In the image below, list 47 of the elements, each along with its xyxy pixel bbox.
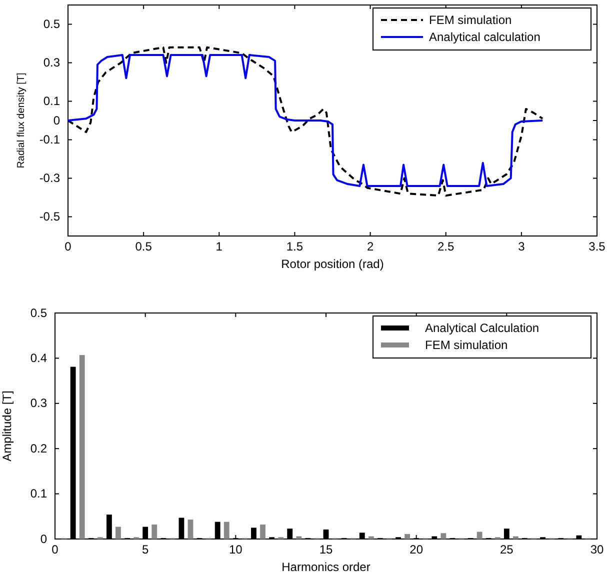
x-tick-label: 30: [590, 542, 604, 557]
x-axis-title: Harmonics order: [282, 560, 370, 574]
x-tick-label: 3.5: [588, 240, 606, 254]
legend-label: FEM simulation: [425, 338, 508, 352]
x-tick-label: 0: [64, 240, 72, 254]
y-tick-label: 0.5: [43, 17, 60, 32]
bar: [260, 524, 266, 539]
x-tick-label: 20: [410, 542, 424, 557]
y-tick-label: 0.3: [43, 56, 60, 70]
bar: [368, 536, 374, 539]
x-tick-label: 1.5: [286, 240, 304, 254]
y-tick-label: 0.1: [43, 94, 60, 108]
x-tick-label: 2.5: [438, 240, 455, 254]
x-tick-label: 25: [500, 542, 514, 557]
bar: [188, 520, 194, 539]
y-axis-title: Radial flux density [T]: [16, 72, 27, 168]
x-tick-label: 3: [518, 240, 526, 254]
bar: [404, 534, 410, 539]
y-tick-label: 0.2: [30, 441, 48, 456]
x-axis-title: Rotor position (rad): [281, 257, 384, 271]
y-tick-label: -0.3: [39, 171, 60, 186]
y-tick-label: 0.4: [30, 351, 48, 366]
x-tick-label: 15: [319, 542, 333, 557]
bar: [116, 526, 121, 539]
y-tick-label: -0.5: [39, 210, 60, 224]
bar: [224, 522, 230, 539]
y-tick-label: 0.1: [30, 486, 48, 501]
bar: [440, 533, 446, 539]
x-tick-label: 10: [228, 542, 243, 557]
y-tick-label: 0.5: [30, 306, 48, 320]
bar: [476, 532, 482, 539]
y-tick-label: -0.1: [39, 132, 60, 147]
x-tick-label: 0.5: [135, 240, 152, 254]
y-tick-label: 0.3: [30, 396, 48, 410]
y-axis-title: Amplitude [T]: [0, 390, 14, 462]
y-tick-label: 0: [40, 532, 48, 546]
x-tick-label: 1: [216, 240, 223, 254]
legend-label: Analytical calculation: [429, 30, 540, 44]
x-tick-label: 5: [142, 542, 149, 557]
bar: [296, 536, 302, 539]
x-tick-label: 2: [366, 240, 374, 254]
bar: [152, 524, 158, 539]
y-tick-label: 0: [53, 113, 60, 128]
legend-label: Analytical Calculation: [425, 321, 540, 335]
legend-label: FEM simulation: [429, 13, 512, 27]
bar: [512, 536, 518, 539]
bar: [79, 355, 85, 539]
